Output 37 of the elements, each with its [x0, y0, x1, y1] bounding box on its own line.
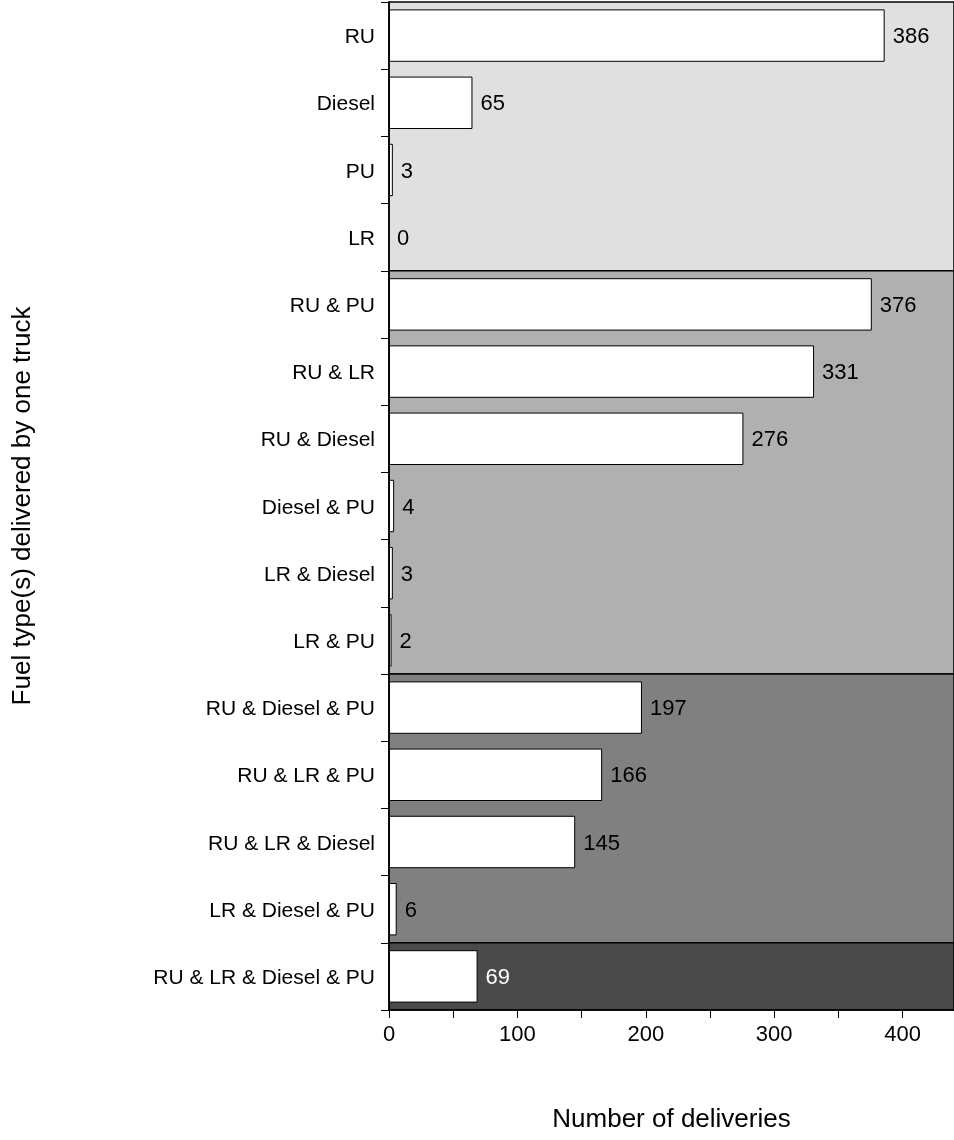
- data-label: 4: [402, 493, 415, 519]
- x-tick-label: 200: [627, 1020, 665, 1046]
- x-tick-label: 0: [382, 1020, 396, 1046]
- data-label: 376: [879, 291, 917, 317]
- y-tick-label: Diesel: [316, 91, 375, 115]
- data-label: 331: [822, 359, 859, 385]
- data-label: 166: [610, 762, 647, 788]
- data-label: 3: [400, 157, 414, 183]
- x-axis-title: Number of deliveries: [552, 1103, 791, 1133]
- data-label: 197: [649, 695, 687, 721]
- y-tick-label: RU & LR & Diesel: [208, 830, 375, 854]
- data-label: 69: [485, 963, 511, 989]
- x-tick-label: 300: [755, 1020, 793, 1046]
- y-tick-label: LR: [348, 225, 375, 249]
- y-tick-label: RU & Diesel & PU: [205, 696, 375, 720]
- y-tick-label: LR & Diesel & PU: [209, 897, 375, 921]
- data-label: 145: [583, 829, 620, 855]
- data-label: 6: [404, 896, 417, 922]
- y-tick-label: RU & LR & PU: [237, 763, 375, 787]
- y-tick-label: LR & Diesel: [264, 561, 375, 585]
- y-tick-label: PU: [345, 158, 375, 182]
- data-label: 386: [892, 23, 930, 49]
- y-tick-label: RU: [344, 24, 375, 48]
- y-tick-label: RU & LR & Diesel & PU: [153, 964, 375, 988]
- y-tick-label: RU & LR: [292, 360, 375, 384]
- y-tick-label: Diesel & PU: [261, 494, 375, 518]
- data-label: 0: [397, 224, 410, 250]
- x-tick-label: 100: [499, 1020, 536, 1046]
- data-label: 65: [480, 90, 505, 116]
- y-tick-label: LR & PU: [293, 628, 375, 652]
- x-tick-label: 400: [884, 1020, 921, 1046]
- data-label: 2: [399, 627, 412, 653]
- data-label: 3: [400, 560, 414, 586]
- y-axis-title: Fuel type(s) delivered by one truck: [6, 305, 36, 706]
- y-tick-label: RU & PU: [289, 292, 375, 316]
- y-tick-label: RU & Diesel: [260, 427, 375, 451]
- data-label: 276: [751, 426, 789, 452]
